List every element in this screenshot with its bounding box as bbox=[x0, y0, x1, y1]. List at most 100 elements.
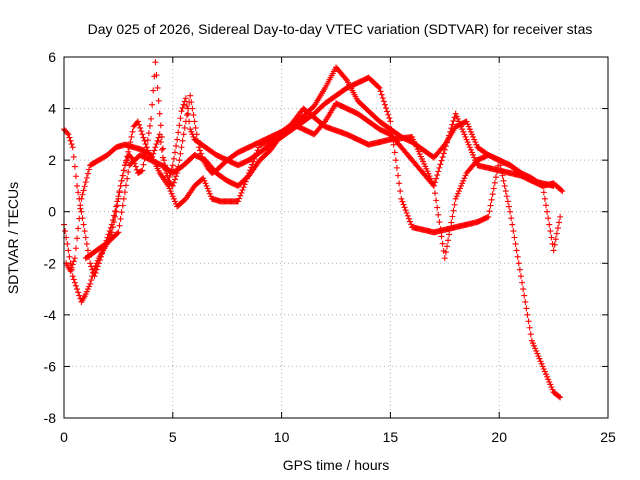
data-point bbox=[176, 122, 183, 129]
data-point bbox=[532, 345, 539, 352]
data-point bbox=[527, 331, 534, 338]
data-point bbox=[166, 173, 173, 180]
data-point bbox=[75, 225, 82, 232]
data-point bbox=[117, 215, 124, 222]
data-point bbox=[387, 118, 394, 125]
y-tick-label: 6 bbox=[48, 49, 56, 65]
data-point bbox=[107, 224, 114, 231]
data-point bbox=[511, 234, 518, 241]
data-point bbox=[434, 172, 441, 179]
data-point bbox=[91, 265, 98, 272]
data-point bbox=[242, 178, 249, 185]
data-point bbox=[65, 131, 72, 138]
y-axis-label: SDTVAR / TECUs bbox=[5, 182, 21, 294]
data-point bbox=[182, 95, 189, 102]
data-point bbox=[146, 122, 153, 129]
data-point bbox=[520, 286, 527, 293]
data-point bbox=[203, 182, 210, 189]
data-point bbox=[64, 130, 71, 137]
data-point bbox=[178, 144, 185, 151]
data-point bbox=[377, 88, 384, 95]
data-point bbox=[381, 101, 388, 108]
data-point bbox=[450, 117, 457, 124]
data-point bbox=[516, 266, 523, 273]
data-point bbox=[152, 144, 159, 151]
data-point bbox=[546, 221, 553, 228]
y-tick-label: 0 bbox=[48, 204, 56, 220]
data-point bbox=[390, 141, 397, 148]
data-point bbox=[396, 180, 403, 187]
data-point bbox=[559, 188, 566, 195]
data-point bbox=[491, 179, 498, 186]
data-point bbox=[248, 164, 255, 171]
data-point bbox=[445, 135, 452, 142]
data-point bbox=[190, 112, 197, 119]
data-point bbox=[90, 269, 97, 276]
data-point bbox=[117, 182, 124, 189]
data-point bbox=[121, 189, 128, 196]
data-point bbox=[76, 215, 83, 222]
data-point bbox=[66, 253, 73, 260]
data-point bbox=[188, 99, 195, 106]
data-point bbox=[139, 131, 146, 138]
data-point bbox=[485, 213, 492, 220]
data-point bbox=[470, 151, 477, 158]
data-point bbox=[132, 163, 139, 170]
data-point bbox=[393, 164, 400, 171]
data-point bbox=[525, 318, 532, 325]
data-point bbox=[185, 110, 192, 117]
data-point bbox=[180, 131, 187, 138]
data-point bbox=[161, 157, 168, 164]
data-point bbox=[556, 219, 563, 226]
data-point bbox=[528, 337, 535, 344]
data-point bbox=[169, 193, 176, 200]
data-point bbox=[550, 182, 557, 189]
data-point bbox=[160, 145, 167, 152]
data-point bbox=[470, 133, 477, 140]
data-point bbox=[436, 219, 443, 226]
y-tick-label: 4 bbox=[48, 101, 56, 117]
data-point bbox=[453, 193, 460, 200]
data-point bbox=[552, 236, 559, 243]
data-point bbox=[452, 110, 459, 117]
data-point bbox=[463, 136, 470, 143]
data-point bbox=[462, 172, 469, 179]
data-point bbox=[546, 378, 553, 385]
data-point bbox=[540, 189, 547, 196]
data-point bbox=[170, 179, 177, 186]
data-point bbox=[152, 59, 159, 66]
data-point bbox=[553, 230, 560, 237]
data-point bbox=[385, 111, 392, 118]
data-point bbox=[167, 188, 174, 195]
data-point bbox=[155, 97, 162, 104]
data-point bbox=[174, 136, 181, 143]
data-point bbox=[556, 393, 563, 400]
data-point bbox=[118, 177, 125, 184]
data-point bbox=[148, 115, 155, 122]
data-point bbox=[83, 240, 90, 247]
data-point bbox=[452, 195, 459, 202]
data-point bbox=[71, 163, 78, 170]
data-point bbox=[508, 215, 515, 222]
data-point bbox=[87, 280, 94, 287]
data-point bbox=[200, 175, 207, 182]
data-point bbox=[112, 213, 119, 220]
data-point bbox=[436, 164, 443, 171]
data-point bbox=[202, 180, 209, 187]
data-point bbox=[388, 126, 395, 133]
data-point bbox=[140, 134, 147, 141]
data-point bbox=[171, 149, 178, 156]
data-point bbox=[82, 234, 89, 241]
data-point bbox=[524, 311, 531, 318]
y-tick-label: -6 bbox=[44, 358, 57, 374]
data-point bbox=[82, 179, 89, 186]
data-point bbox=[180, 101, 187, 108]
data-point bbox=[125, 169, 132, 176]
data-point bbox=[68, 264, 75, 271]
data-point bbox=[458, 182, 465, 189]
data-point bbox=[137, 124, 144, 131]
data-point bbox=[430, 182, 437, 189]
data-point bbox=[68, 141, 75, 148]
data-point bbox=[84, 286, 91, 293]
data-point bbox=[189, 131, 196, 138]
